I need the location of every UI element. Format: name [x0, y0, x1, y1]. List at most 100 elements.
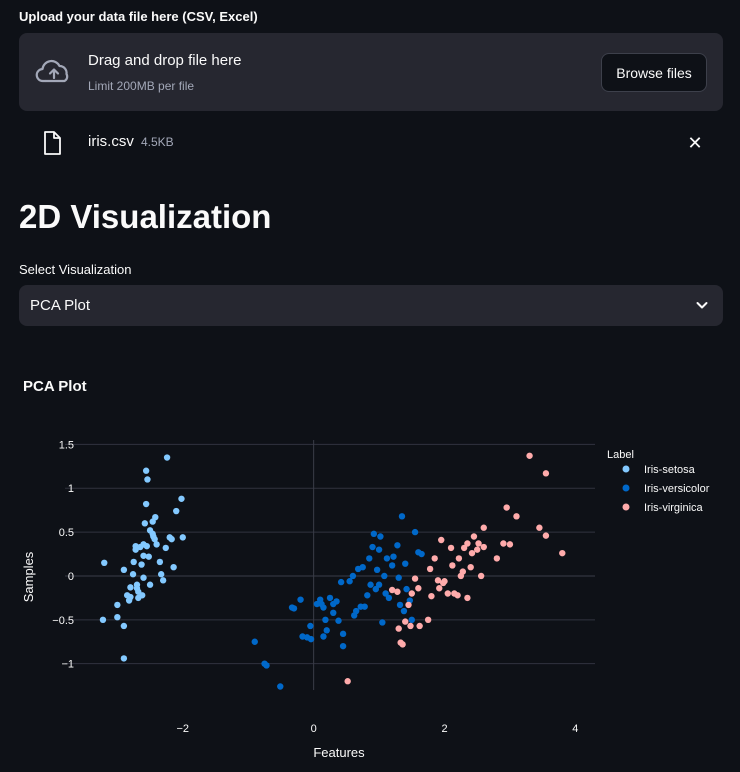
scatter-point	[513, 513, 520, 520]
scatter-point	[493, 555, 501, 562]
scatter-point	[381, 572, 388, 580]
legend-label: Iris-virginica	[644, 502, 704, 514]
scatter-point	[142, 467, 150, 474]
select-value: PCA Plot	[30, 297, 91, 314]
scatter-point	[120, 655, 128, 662]
scatter-point	[307, 635, 315, 643]
scatter-point	[127, 584, 134, 591]
select-label: Select Visualization	[19, 262, 132, 277]
scatter-point	[323, 627, 330, 634]
scatter-point	[388, 586, 396, 594]
scatter-point	[460, 544, 468, 552]
x-tick-labels: −2 0 2 4	[177, 723, 579, 735]
scatter-point	[101, 559, 108, 567]
scatter-point	[114, 601, 121, 609]
legend-label: Iris-versicolor	[644, 483, 710, 495]
scatter-point	[444, 590, 451, 597]
scatter-point	[402, 560, 409, 567]
scatter-point	[163, 454, 171, 461]
scatter-point	[141, 520, 149, 527]
cloud-upload-icon	[35, 59, 69, 83]
scatter-point	[416, 622, 423, 630]
scatter-point	[364, 592, 371, 599]
scatter-point	[559, 549, 566, 557]
scatter-point	[337, 578, 345, 586]
scatter-point	[361, 603, 368, 610]
scatter-point	[455, 555, 463, 562]
scatter-point	[475, 540, 482, 547]
scatter-point	[426, 565, 434, 573]
page-title: 2D Visualization	[19, 198, 272, 235]
scatter-point	[447, 544, 455, 552]
remove-file-icon[interactable]: ✕	[687, 133, 703, 153]
scatter-point	[395, 574, 402, 581]
scatter-point	[145, 553, 152, 560]
visualization-select[interactable]: PCA Plot	[19, 285, 723, 326]
legend-marker	[622, 484, 630, 492]
scatter-point	[542, 532, 550, 539]
scatter-point	[157, 571, 165, 578]
scatter-point	[375, 546, 383, 553]
scatter-point	[526, 452, 533, 459]
scatter-point	[251, 638, 258, 645]
scatter-point	[179, 534, 186, 541]
legend: Iris-setosa Iris-versicolor Iris-virginica	[622, 464, 710, 514]
pca-scatter-chart: −1 −0.5 0 0.5 1 1.5 −2 0 2 4 Features Samples La…	[21, 439, 710, 760]
scatter-point	[170, 563, 177, 571]
x-axis-label: Features	[313, 745, 365, 760]
scatter-point	[114, 613, 121, 621]
scatter-point	[470, 533, 478, 540]
scatter-point	[394, 588, 401, 595]
y-tick-label: 1	[68, 483, 74, 495]
scatter-point	[277, 683, 284, 690]
file-name: iris.csv	[88, 133, 134, 150]
scatter-point	[330, 609, 337, 617]
scatter-point	[408, 616, 415, 624]
scatter-point	[373, 566, 381, 574]
scatter-point	[403, 585, 410, 593]
y-tick-label: 1.5	[59, 439, 74, 451]
scatter-point	[127, 593, 134, 601]
x-tick-label: 4	[572, 723, 578, 735]
scatter-point	[385, 594, 393, 602]
scatter-point	[99, 616, 107, 624]
scatter-point	[138, 561, 145, 568]
y-tick-label: 0.5	[59, 527, 74, 539]
scatter-point	[178, 495, 185, 502]
scatter-point	[370, 530, 378, 538]
scatter-point	[474, 546, 481, 553]
scatter-point	[431, 555, 438, 562]
scatter-point	[352, 607, 360, 615]
scatter-point	[339, 642, 347, 650]
x-tick-label: 0	[311, 723, 317, 735]
data-points	[99, 452, 566, 690]
scatter-point	[320, 604, 327, 611]
scatter-point	[468, 549, 476, 557]
chevron-down-icon	[696, 302, 708, 309]
scatter-point	[130, 558, 137, 566]
scatter-point	[480, 524, 487, 531]
scatter-point	[441, 578, 448, 585]
scatter-point	[366, 555, 373, 562]
scatter-point	[536, 524, 543, 531]
scatter-point	[346, 578, 353, 585]
scatter-point	[506, 541, 514, 548]
scatter-point	[162, 544, 169, 552]
scatter-point	[339, 630, 347, 638]
dropzone-limit: Limit 200MB per file	[88, 79, 195, 93]
browse-files-button[interactable]: Browse files	[601, 53, 707, 92]
scatter-point	[156, 558, 164, 566]
scatter-point	[372, 585, 380, 593]
scatter-point	[399, 641, 406, 648]
scatter-point	[297, 596, 304, 603]
scatter-point	[377, 533, 384, 540]
y-tick-label: 0	[68, 571, 74, 583]
legend-marker	[622, 503, 630, 511]
scatter-point	[390, 553, 397, 560]
legend-label: Iris-setosa	[644, 464, 696, 476]
file-dropzone[interactable]: Drag and drop file here Limit 200MB per …	[19, 33, 723, 111]
scatter-point	[395, 625, 402, 632]
scatter-point	[464, 540, 471, 547]
scatter-point	[449, 562, 456, 569]
scatter-point	[151, 535, 158, 543]
